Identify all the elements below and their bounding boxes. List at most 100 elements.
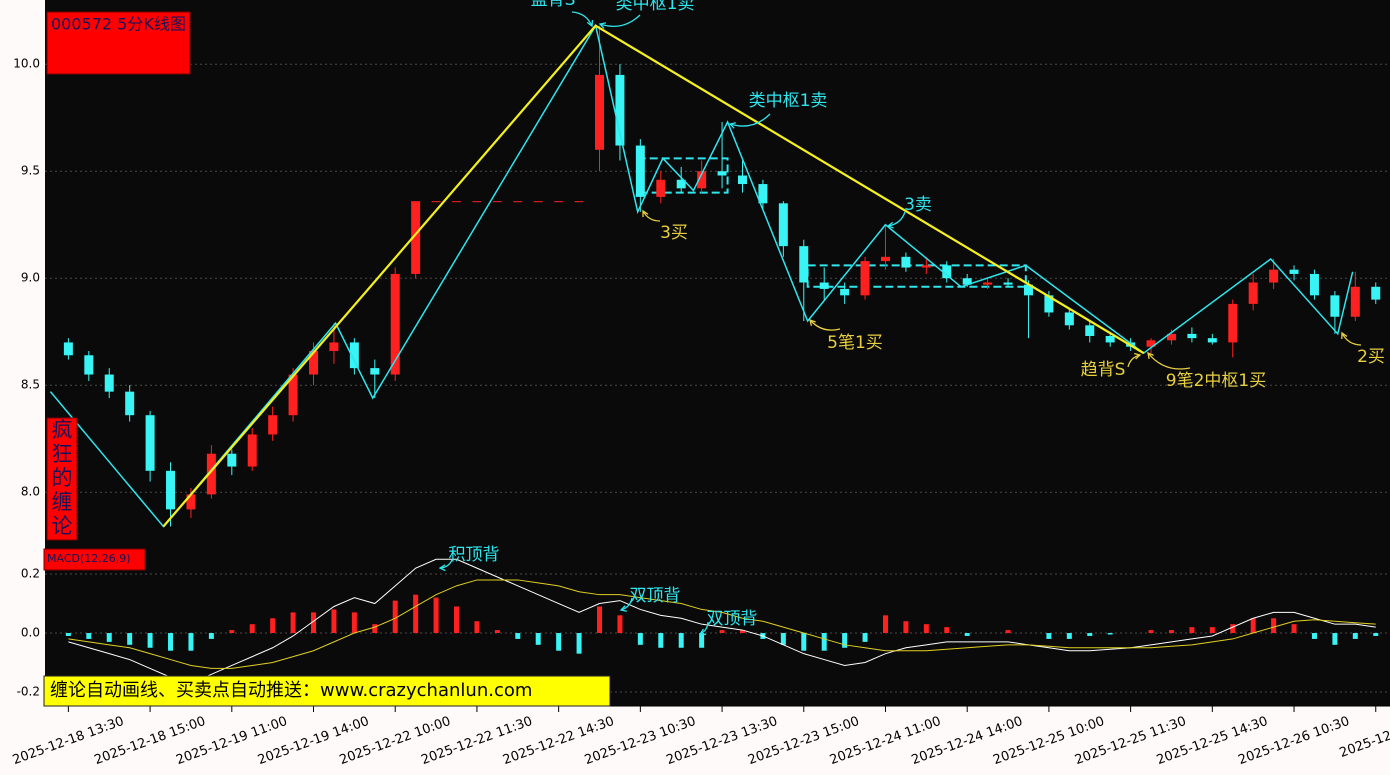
candle-body — [492, 201, 502, 203]
candle-body — [860, 261, 870, 296]
macd-bar — [147, 633, 153, 648]
y-tick-label: 9.0 — [21, 271, 40, 285]
annotation-arrowhead — [438, 564, 446, 572]
macd-bar — [372, 624, 378, 634]
macd-bar — [1311, 633, 1317, 639]
annotation-arrowhead — [809, 318, 816, 326]
candle-body — [1064, 312, 1074, 326]
annotation-arrow — [1127, 354, 1141, 368]
macd-bar — [637, 633, 643, 645]
macd-bar — [719, 630, 725, 634]
annotation: 5笔1买 — [827, 333, 883, 353]
candle-body — [880, 256, 890, 262]
macd-bar — [1168, 630, 1174, 634]
annotation: 3买 — [660, 223, 688, 243]
macd-title-box — [43, 548, 146, 571]
candle-body — [1289, 269, 1299, 274]
candle-body — [737, 175, 747, 185]
y-tick-label: 8.0 — [21, 485, 40, 499]
candle-body — [513, 201, 523, 203]
macd-bar — [454, 606, 460, 634]
annotation-arrow — [599, 14, 641, 27]
macd-bar — [535, 633, 541, 645]
macd-bar — [1250, 618, 1256, 634]
macd-bar — [474, 621, 480, 634]
plot-background — [45, 0, 1390, 706]
macd-bar — [903, 621, 909, 634]
macd-bar — [290, 612, 296, 634]
macd-bar — [1189, 627, 1195, 634]
macd-dea-line — [68, 579, 1376, 669]
macd-bar — [801, 633, 807, 651]
annotation: 9笔2中枢1买 — [1166, 371, 1266, 391]
macd-bar — [821, 633, 827, 651]
candle-body — [1350, 286, 1360, 317]
candle-body — [1248, 282, 1258, 304]
candle-body — [431, 201, 441, 203]
candle-body — [533, 201, 543, 203]
candle-body — [697, 171, 707, 189]
candle-body — [1187, 333, 1197, 339]
candle-body — [1023, 284, 1033, 296]
macd-bar — [1005, 630, 1011, 634]
annotation-arrow — [1147, 352, 1191, 370]
macd-bar — [576, 633, 582, 654]
candle-body — [1330, 295, 1340, 317]
annotation: 盘背S — [531, 0, 576, 10]
candle-body — [676, 179, 686, 189]
macd-title: MACD(12,26,9) — [47, 552, 131, 565]
macd-bar — [65, 633, 71, 636]
segment-line — [162, 24, 1145, 528]
candle-body — [1105, 336, 1115, 343]
macd-bar — [392, 600, 398, 634]
annotation: 双顶背 — [707, 609, 758, 629]
title-box — [46, 11, 191, 75]
candle-body — [390, 273, 400, 375]
macd-bar — [678, 633, 684, 648]
candle-body — [411, 201, 421, 274]
macd-bar — [249, 624, 255, 634]
y-tick-label: 10.0 — [13, 57, 40, 71]
macd-bar — [208, 633, 214, 639]
marks-layer — [49, 23, 1381, 684]
annotation: 双顶背 — [630, 586, 681, 606]
annotation: 类中枢1卖 — [749, 91, 828, 111]
annotation: 2买 — [1357, 347, 1385, 367]
candle-body — [1044, 295, 1054, 313]
candle-body — [921, 265, 931, 268]
annotation: 类中枢1卖 — [616, 0, 695, 14]
candle-body — [206, 453, 216, 495]
macd-bar — [658, 633, 664, 648]
y-tick-label: 0.0 — [21, 626, 40, 640]
candle-body — [656, 179, 666, 197]
macd-bar — [351, 612, 357, 634]
candle-body — [1207, 338, 1217, 343]
annotation-arrowhead — [886, 221, 894, 229]
macd-bar — [188, 633, 194, 651]
macd-bar — [433, 597, 439, 634]
annotation-arrow — [620, 597, 633, 611]
candle-body — [799, 246, 809, 283]
candle-body — [472, 201, 482, 203]
annotation-arrowhead — [1341, 331, 1348, 340]
banner: 缠论自动画线、买卖点自动推送：www.crazychanlun.com — [50, 680, 532, 701]
annotation-arrowhead — [1134, 352, 1142, 360]
macd-bar — [1209, 627, 1215, 634]
macd-bar — [964, 633, 970, 636]
y-tick-label: 0.2 — [21, 567, 40, 581]
y-tick-label: -0.2 — [17, 685, 40, 699]
candle-body — [1146, 340, 1156, 347]
macd-bar — [617, 615, 623, 634]
macd-bar — [1087, 633, 1093, 636]
candle-body — [1085, 325, 1095, 337]
candle-body — [1166, 333, 1176, 341]
candle-body — [1269, 269, 1279, 283]
candle-body — [1003, 282, 1013, 285]
candle-body — [554, 201, 564, 203]
macd-bar — [311, 612, 317, 634]
candle-body — [1309, 273, 1319, 296]
candle-body — [268, 415, 278, 435]
annotation-arrow — [571, 11, 593, 27]
macd-bar — [127, 633, 133, 645]
macd-bar — [1066, 633, 1072, 639]
